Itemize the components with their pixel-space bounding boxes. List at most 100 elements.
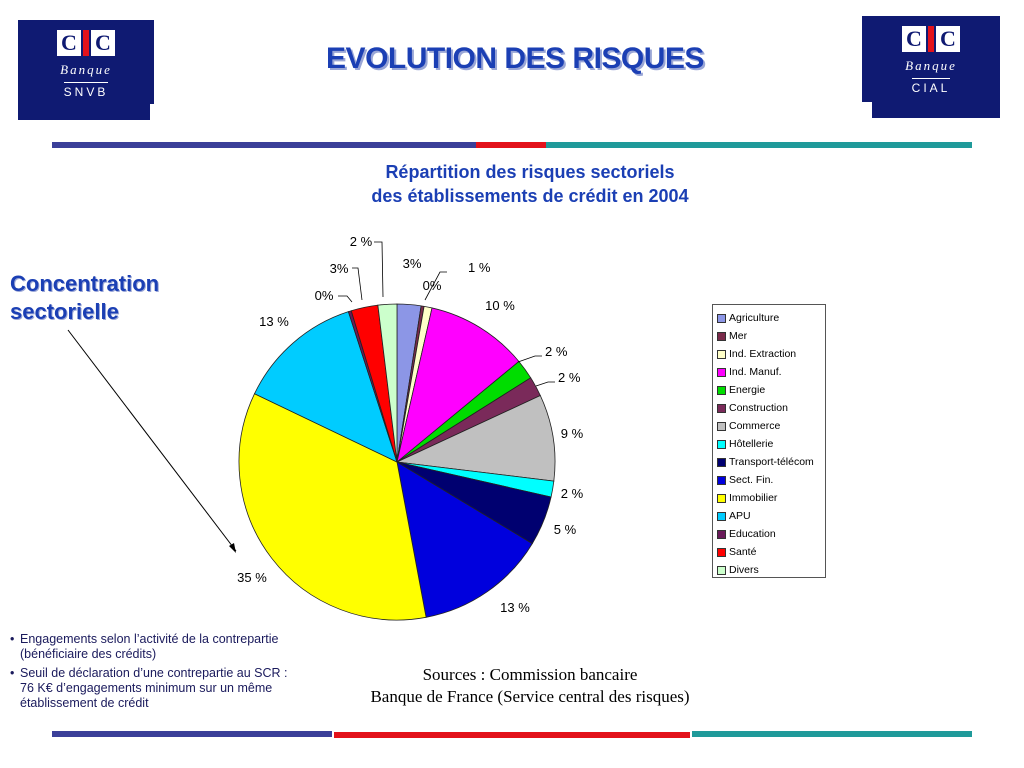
note-line: (bénéficiaire des crédits) xyxy=(20,647,157,661)
note-line: 76 K€ d’engagements minimum sur un même xyxy=(20,681,273,695)
legend-label: Construction xyxy=(729,402,788,414)
chart-title-line1: Répartition des risques sectoriels xyxy=(385,162,675,182)
note-text: Engagements selon l’activité de la contr… xyxy=(20,632,278,662)
sources-line1: Sources : Commission bancaire xyxy=(422,665,638,684)
pie-slice-commerce xyxy=(395,394,556,482)
slice-label: 2 % xyxy=(350,234,373,249)
note-text: Seuil de déclaration d’une contrepartie … xyxy=(20,666,288,711)
leader-line xyxy=(424,271,447,301)
legend-item: Hôtellerie xyxy=(717,435,825,453)
pie-slice-apu xyxy=(253,311,398,463)
concentration-line2: sectorielle xyxy=(10,299,119,324)
slice-label: 3% xyxy=(403,256,422,271)
logo-banque-text: Banque xyxy=(905,58,957,73)
slice-label: 13 % xyxy=(500,600,530,615)
logo-red-bar: | xyxy=(928,26,934,52)
top-rule-teal xyxy=(546,142,972,148)
top-rule-red xyxy=(476,142,546,148)
legend-label: Commerce xyxy=(729,420,781,432)
legend-swatch xyxy=(717,331,726,341)
arrow-head xyxy=(229,543,236,553)
pie-slice-divers xyxy=(377,303,398,463)
legend-label: Ind. Manuf. xyxy=(729,366,782,378)
chart-title: Répartition des risques sectoriels des é… xyxy=(300,160,760,208)
pie-slice-immobilier xyxy=(238,393,427,621)
slice-label: 3% xyxy=(330,261,349,276)
legend-swatch xyxy=(717,349,726,359)
bottom-rule-blue xyxy=(52,731,332,737)
legend-item: Education xyxy=(717,525,825,543)
logo-banque-text: Banque xyxy=(60,62,112,77)
notes-list: • Engagements selon l’activité de la cont… xyxy=(10,632,330,715)
concentration-label: Concentration sectorielle xyxy=(10,270,159,326)
slice-label: 2 % xyxy=(545,344,568,359)
legend-swatch xyxy=(717,511,726,521)
legend-item: Santé xyxy=(717,543,825,561)
pie-slice-sect-fin- xyxy=(396,461,533,618)
legend-item: Energie xyxy=(717,381,825,399)
legend-swatch xyxy=(717,475,726,485)
legend-swatch xyxy=(717,439,726,449)
legend-label: Hôtellerie xyxy=(729,438,774,450)
leader-line xyxy=(352,267,363,301)
leader-line xyxy=(374,241,384,298)
bottom-rule-red xyxy=(334,732,690,738)
note-line: établissement de crédit xyxy=(20,696,149,710)
logo-cic-snvb: C|C Banque SNVB xyxy=(18,20,154,120)
logo-letter-c1: C xyxy=(902,26,926,52)
note-item: • Engagements selon l’activité de la cont… xyxy=(10,632,330,662)
sources-line2: Banque de France (Service central des ri… xyxy=(370,687,690,706)
legend-label: Agriculture xyxy=(729,312,780,324)
logo-snvb-text: SNVB xyxy=(63,82,109,99)
top-rule-blue xyxy=(52,142,476,148)
legend-item: Agriculture xyxy=(717,309,825,327)
legend-swatch xyxy=(717,403,726,413)
legend-label: Immobilier xyxy=(729,492,778,504)
logo-notch xyxy=(150,104,154,120)
note-item: • Seuil de déclaration d’une contrepartie… xyxy=(10,666,330,711)
slice-label: 2 % xyxy=(558,370,581,385)
slice-label: 1 % xyxy=(468,260,491,275)
logo-letter-c1: C xyxy=(57,30,81,56)
slice-label: 10 % xyxy=(485,298,515,313)
legend-label: Mer xyxy=(729,330,748,342)
legend-label: Santé xyxy=(729,546,757,558)
legend-swatch xyxy=(717,367,726,377)
legend-item: Divers xyxy=(717,561,825,579)
legend-swatch xyxy=(717,421,726,431)
bullet-dot: • xyxy=(10,666,15,680)
note-line: Engagements selon l’activité de la contr… xyxy=(20,632,279,646)
logo-letter-c2: C xyxy=(91,30,115,56)
slice-label: 0% xyxy=(423,278,442,293)
legend-item: Construction xyxy=(717,399,825,417)
bottom-rule-teal xyxy=(692,731,972,737)
legend-swatch xyxy=(717,547,726,557)
logo-cial-text: CIAL xyxy=(911,78,951,95)
slice-label: 0% xyxy=(315,288,334,303)
logo-notch xyxy=(862,102,872,118)
legend-label: Energie xyxy=(729,384,766,396)
slice-label: 9 % xyxy=(561,426,584,441)
legend-swatch xyxy=(717,565,726,575)
legend-item: Ind. Manuf. xyxy=(717,363,825,381)
chart-legend: Agriculture Mer Ind. Extraction Ind. Manuf.… xyxy=(712,304,826,578)
cic-letters: C|C xyxy=(862,26,1000,52)
slice-label: 5 % xyxy=(554,522,577,537)
slice-label: 2 % xyxy=(561,486,584,501)
legend-item: Mer xyxy=(717,327,825,345)
bullet-dot: • xyxy=(10,632,15,646)
cic-letters: C|C xyxy=(18,30,154,56)
legend-swatch xyxy=(717,529,726,539)
legend-swatch xyxy=(717,457,726,467)
leader-line xyxy=(338,295,353,303)
arrow-line xyxy=(67,329,237,552)
legend-item: Sect. Fin. xyxy=(717,471,825,489)
legend-item: Commerce xyxy=(717,417,825,435)
legend-label: Sect. Fin. xyxy=(729,474,774,486)
legend-label: Ind. Extraction xyxy=(729,348,797,360)
concentration-line1: Concentration xyxy=(10,271,160,296)
legend-item: APU xyxy=(717,507,825,525)
pie-slice-ind-manuf- xyxy=(396,307,520,464)
logo-cic-cial: C|C Banque CIAL xyxy=(862,16,1000,118)
